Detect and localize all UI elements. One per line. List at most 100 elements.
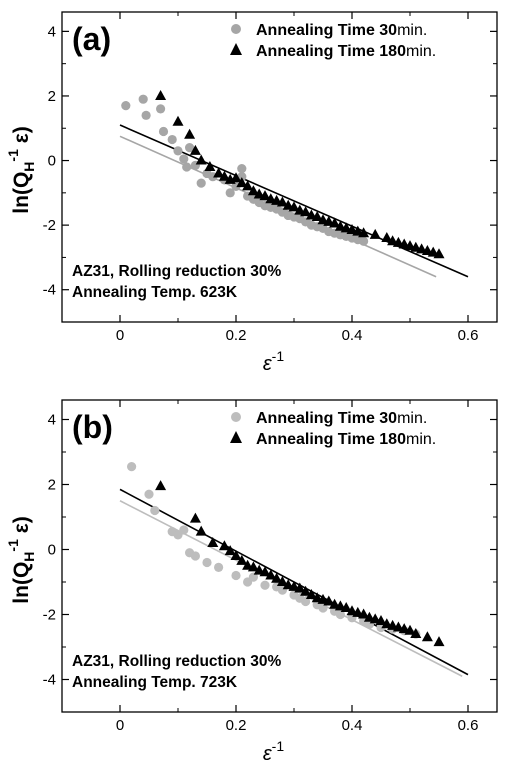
annotation-text: Annealing Temp. 723K xyxy=(72,674,238,691)
data-point-triangle xyxy=(323,595,335,606)
data-point-circle xyxy=(196,178,206,188)
plot-frame xyxy=(61,399,498,713)
data-point-circle xyxy=(173,146,183,156)
data-point-triangle xyxy=(195,525,207,536)
data-point-triangle xyxy=(433,636,445,647)
data-point-triangle xyxy=(311,211,323,222)
data-point-circle xyxy=(144,489,154,499)
annotation-text: AZ31, Rolling reduction 30% xyxy=(72,263,281,280)
data-point-triangle xyxy=(155,480,167,491)
legend-entry: Annealing Time 180min. xyxy=(256,43,436,60)
x-tick-label: 0 xyxy=(116,327,124,344)
data-point-triangle xyxy=(172,115,184,126)
data-point-triangle xyxy=(189,144,201,155)
data-point-triangle xyxy=(410,628,422,638)
data-point-circle xyxy=(248,572,258,582)
data-point-triangle xyxy=(276,576,288,586)
panel-label: (b) xyxy=(72,409,113,445)
x-tick-label: 0.4 xyxy=(342,717,363,734)
data-point-triangle xyxy=(184,128,196,139)
y-tick-label: 0 xyxy=(48,153,56,170)
y-tick-label: -2 xyxy=(43,607,56,624)
data-point-circle xyxy=(156,104,166,114)
data-point-triangle xyxy=(300,585,312,596)
x-tick-label: 0.2 xyxy=(226,717,247,734)
x-tick-label: 0.6 xyxy=(458,717,479,734)
data-point-triangle xyxy=(265,569,277,580)
data-point-triangle xyxy=(247,185,259,196)
data-point-triangle xyxy=(230,550,242,560)
data-point-triangle xyxy=(271,572,283,583)
x-tick-label: 0 xyxy=(116,717,124,734)
y-tick-label: 4 xyxy=(48,412,56,429)
data-point-triangle xyxy=(207,537,219,547)
legend-entry: Annealing Time 30min. xyxy=(256,22,427,39)
data-point-circle xyxy=(150,505,160,516)
x-axis-label: ε-1 xyxy=(263,738,284,765)
fit-line xyxy=(119,124,469,278)
x-tick-label: 0.4 xyxy=(342,327,363,344)
data-point-triangle xyxy=(421,631,433,642)
legend-entry: Annealing Time 180min. xyxy=(256,431,436,448)
annotation-text: Annealing Temp. 623K xyxy=(72,284,238,301)
x-axis-label: ε-1 xyxy=(263,348,284,375)
data-point-triangle xyxy=(224,545,236,556)
data-point-circle xyxy=(179,154,189,164)
legend-entry: Annealing Time 30min. xyxy=(256,410,427,427)
y-tick-label: 2 xyxy=(48,88,56,105)
plot-frame xyxy=(61,11,498,323)
y-tick-label: 4 xyxy=(48,23,56,40)
data-point-circle xyxy=(225,188,235,198)
chart-panel-a: 0 0.2 0.4 0.6 4 2 0 -2 -4 ε-1 ln(QH-1 ε) (a) Anneali… xyxy=(5,11,498,375)
legend-marker-triangle xyxy=(230,43,242,55)
data-point-circle xyxy=(202,557,212,568)
data-point-triangle xyxy=(230,172,242,183)
y-tick-label: 0 xyxy=(48,542,56,559)
data-point-circle xyxy=(179,525,189,535)
legend-marker-circle xyxy=(231,24,241,34)
x-tick-label: 0.6 xyxy=(458,327,479,344)
data-point-circle xyxy=(182,162,192,172)
data-point-circle xyxy=(121,101,131,111)
data-point-triangle xyxy=(195,154,207,165)
data-point-triangle xyxy=(218,170,230,181)
data-point-circle xyxy=(237,164,247,174)
legend-marker-triangle xyxy=(230,431,242,443)
data-point-circle xyxy=(190,551,200,561)
data-point-triangle xyxy=(404,624,416,635)
data-point-circle xyxy=(127,462,137,472)
data-point-triangle xyxy=(369,228,381,239)
data-point-triangle xyxy=(247,561,259,572)
data-point-triangle xyxy=(381,232,393,243)
data-point-circle xyxy=(231,570,241,581)
y-tick-label: -2 xyxy=(43,217,56,234)
data-point-triangle xyxy=(242,180,254,191)
data-point-circle xyxy=(318,603,328,613)
data-point-circle xyxy=(158,126,169,137)
data-point-triangle xyxy=(300,206,312,217)
data-point-circle xyxy=(335,609,345,620)
chart-panel-b: 0 0.2 0.4 0.6 4 2 0 -2 -4 ε-1 ln(QH-1 ε) (b) Anneali… xyxy=(5,399,498,765)
data-point-triangle xyxy=(358,608,370,619)
data-point-triangle xyxy=(294,582,306,593)
y-axis-label: ln(QH-1 ε) xyxy=(5,126,37,213)
data-point-triangle xyxy=(204,161,216,171)
data-point-triangle xyxy=(375,615,387,625)
y-axis-label: ln(QH-1 ε) xyxy=(5,516,37,603)
panel-label: (a) xyxy=(72,21,111,57)
data-point-circle xyxy=(359,236,369,246)
legend-marker-circle xyxy=(231,412,241,422)
data-point-circle xyxy=(301,596,311,607)
data-point-triangle xyxy=(358,227,370,238)
x-tick-label: 0.2 xyxy=(226,327,247,344)
y-tick-label: 2 xyxy=(48,477,56,494)
data-point-triangle xyxy=(259,190,271,201)
data-point-circle xyxy=(138,94,148,104)
data-point-triangle xyxy=(218,540,230,551)
data-point-triangle xyxy=(329,217,341,228)
data-point-circle xyxy=(260,580,270,590)
data-point-triangle xyxy=(155,89,167,100)
y-tick-label: -4 xyxy=(43,282,56,299)
data-point-triangle xyxy=(259,566,271,577)
